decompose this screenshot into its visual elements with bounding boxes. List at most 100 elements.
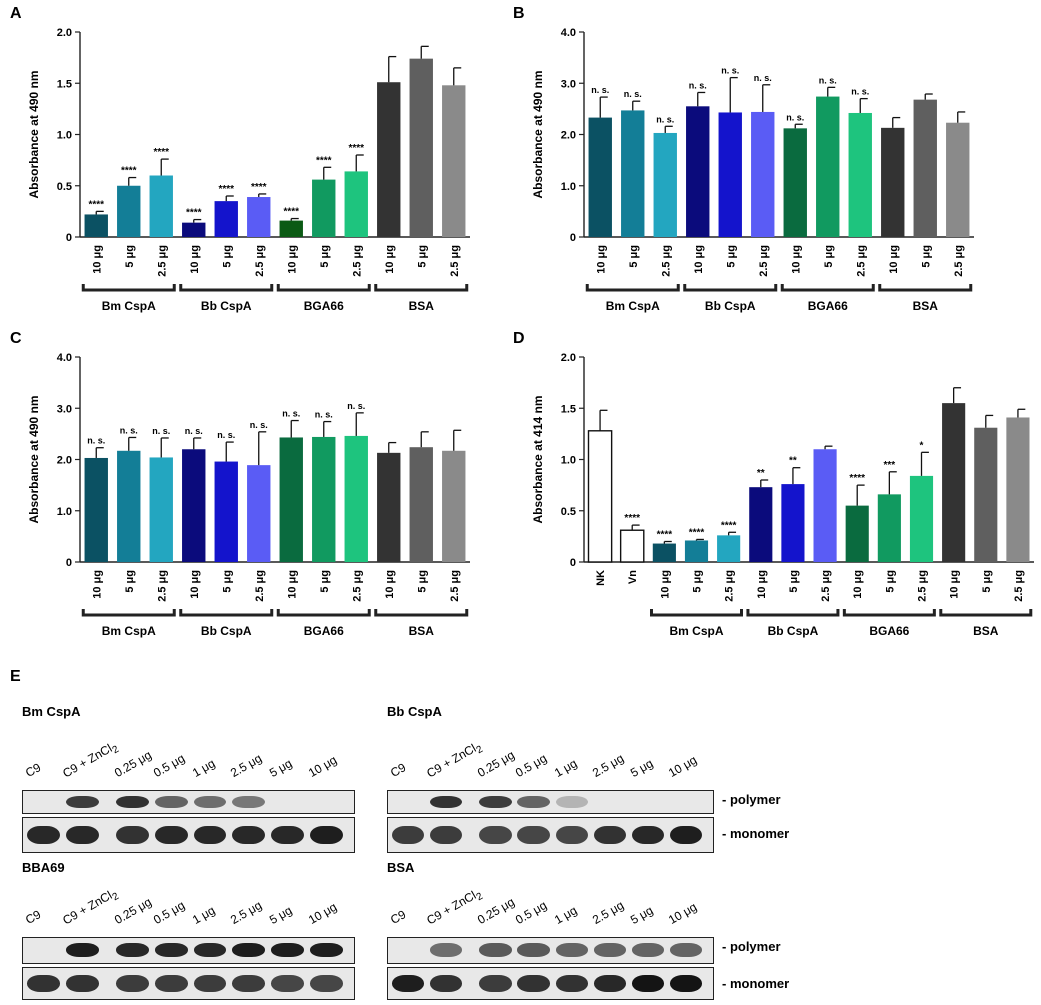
y-tick-label: 3.0 — [561, 78, 576, 90]
monomer-band — [154, 975, 188, 992]
x-tick-label: 2.5 μg — [1013, 570, 1025, 602]
polymer-strip — [22, 790, 355, 814]
group-bracket — [276, 284, 371, 292]
significance-label: **** — [218, 184, 234, 195]
bar — [182, 449, 206, 562]
group-bracket — [179, 609, 274, 617]
monomer-band — [116, 975, 149, 992]
monomer-strip — [387, 817, 714, 853]
x-tick-label: 10 μg — [888, 245, 900, 274]
x-tick-label: 5 μg — [725, 245, 737, 268]
polymer-band — [669, 943, 702, 957]
significance-label: n. s. — [120, 425, 138, 435]
polymer-band — [309, 943, 343, 957]
lane-label: 5 μg — [266, 903, 295, 927]
bar — [1006, 417, 1030, 562]
polymer-band — [154, 943, 188, 957]
x-tick-label: 10 μg — [286, 245, 298, 274]
monomer-band — [154, 825, 188, 844]
group-label: BGA66 — [304, 624, 344, 638]
group-label: Bb CspA — [768, 624, 819, 638]
panel-letter-c: C — [10, 330, 22, 347]
group-label: BSA — [409, 299, 435, 313]
y-tick-label: 1.5 — [561, 403, 576, 415]
y-tick-label: 0.5 — [57, 181, 72, 193]
x-tick-label: 10 μg — [949, 570, 961, 599]
x-tick-label: 5 μg — [416, 245, 428, 268]
bar — [442, 85, 466, 237]
significance-label: **** — [348, 143, 364, 154]
x-tick-label: 2.5 μg — [855, 245, 867, 277]
subscript: 2 — [474, 743, 485, 757]
group-label: BSA — [973, 624, 999, 638]
group-bracket — [842, 609, 936, 617]
x-tick-label: 5 μg — [628, 245, 640, 268]
monomer-band — [232, 975, 266, 992]
polymer-band — [430, 795, 463, 808]
monomer-band — [270, 975, 304, 992]
lane-label: 1 μg — [189, 903, 217, 927]
bar — [653, 132, 677, 237]
y-tick-label: 1.5 — [57, 78, 72, 90]
x-tick-label: 5 μg — [221, 570, 233, 593]
subscript: 2 — [110, 743, 121, 757]
group-bracket — [878, 284, 973, 292]
x-tick-label: 10 μg — [384, 570, 396, 599]
polymer-band — [517, 795, 550, 808]
x-tick-label: 5 μg — [319, 245, 331, 268]
monomer-band — [392, 975, 425, 992]
group-label: BGA66 — [808, 299, 848, 313]
x-tick-label: 10 μg — [384, 245, 396, 274]
monomer-band — [479, 975, 512, 992]
group-label: Bm CspA — [669, 624, 723, 638]
significance-label: n. s. — [217, 430, 235, 440]
bar — [781, 484, 805, 562]
group-bracket — [374, 284, 469, 292]
bar — [247, 197, 271, 237]
polymer-band — [116, 943, 149, 957]
y-tick-label: 0 — [570, 557, 576, 569]
bar — [816, 96, 840, 237]
group-bracket — [780, 284, 875, 292]
group-bracket — [374, 609, 469, 617]
significance-label: ** — [789, 456, 797, 467]
bar — [312, 179, 336, 237]
group-label: Bb CspA — [705, 299, 756, 313]
bar — [848, 112, 872, 237]
polymer-strip — [387, 790, 714, 814]
monomer-band — [309, 825, 343, 844]
x-tick-label: 10 μg — [693, 245, 705, 274]
monomer-band — [631, 975, 664, 992]
monomer-band — [270, 825, 304, 844]
significance-label: ** — [757, 468, 765, 479]
x-tick-label: 2.5 μg — [449, 245, 461, 277]
polymer-strip — [22, 937, 355, 964]
bar — [718, 112, 742, 237]
x-tick-label: 10 μg — [756, 570, 768, 599]
bar — [686, 106, 710, 237]
polymer-band — [593, 943, 626, 957]
polymer-band — [517, 943, 550, 957]
lane-label: 2.5 μg — [228, 751, 265, 780]
monomer-band — [669, 825, 702, 844]
y-tick-label: 0 — [570, 232, 576, 244]
lane-label: C9 — [23, 760, 44, 780]
y-axis-label: Absorbance at 490 nm — [27, 395, 41, 523]
subscript: 2 — [474, 890, 485, 904]
significance-label: n. s. — [656, 114, 674, 124]
group-bracket — [746, 609, 840, 617]
significance-label: n. s. — [250, 420, 268, 430]
lane-label: 0.5 μg — [513, 898, 550, 927]
lane-label: 0.5 μg — [150, 751, 187, 780]
y-tick-label: 1.0 — [561, 455, 576, 467]
significance-label: **** — [121, 166, 137, 177]
monomer-band — [232, 825, 266, 844]
monomer-band — [392, 825, 425, 844]
significance-label: n. s. — [754, 73, 772, 83]
x-tick-label: 2.5 μg — [351, 245, 363, 277]
monomer-band — [27, 975, 60, 992]
significance-label: n. s. — [347, 401, 365, 411]
x-tick-label: 2.5 μg — [254, 570, 266, 602]
bar — [344, 171, 368, 237]
x-tick-label: 2.5 μg — [820, 570, 832, 602]
